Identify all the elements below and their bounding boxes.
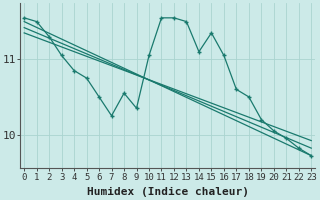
X-axis label: Humidex (Indice chaleur): Humidex (Indice chaleur) (87, 187, 249, 197)
